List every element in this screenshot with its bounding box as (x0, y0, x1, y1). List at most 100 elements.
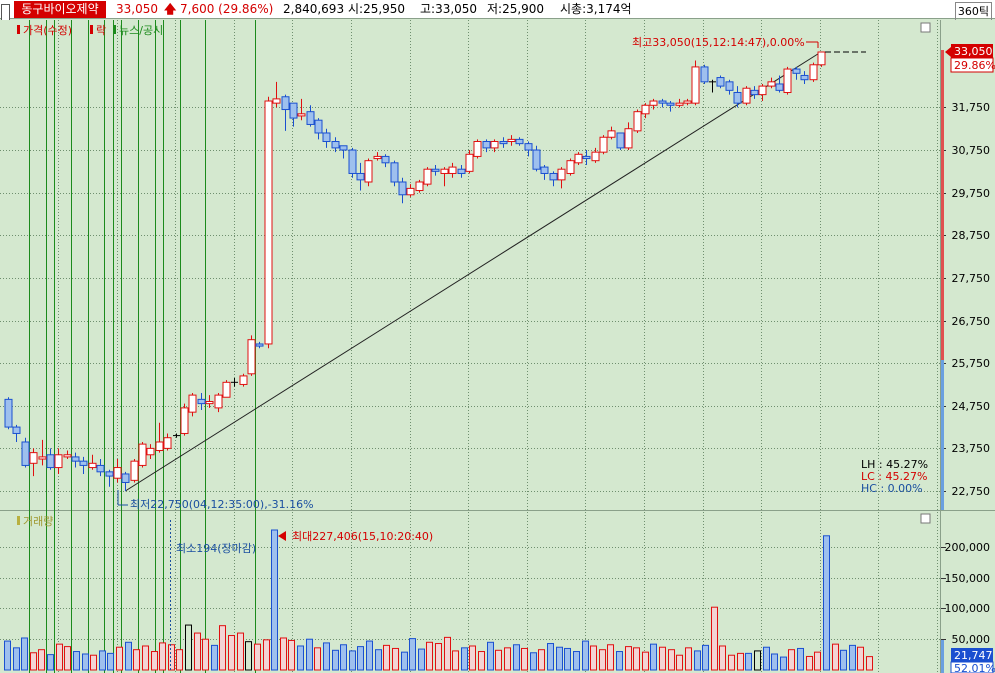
volume-bar (288, 639, 295, 671)
volume-bar (478, 651, 485, 671)
candle-body-down (549, 172, 558, 181)
candle-body-up (767, 81, 776, 87)
price-tag (951, 44, 993, 58)
volume-bar (116, 646, 123, 671)
high-price: 고:33,050 (420, 2, 478, 16)
candle-body-down (499, 141, 508, 145)
volume-bar (788, 649, 795, 671)
volume-bar (573, 651, 580, 671)
volume-bar (202, 638, 209, 671)
candle-body-down (79, 460, 88, 466)
candle-body-down (12, 426, 21, 434)
candle-body-up (624, 128, 633, 149)
candle-body-down (390, 162, 399, 183)
candle-body-down (255, 343, 264, 347)
candle-body-down (322, 132, 331, 143)
volume-bar (582, 640, 589, 671)
candle-body-down (616, 132, 625, 149)
candle-body-down (339, 145, 348, 151)
price-tick-label: 25,750 (952, 357, 991, 370)
volume-bar (219, 625, 226, 671)
candle-body-down (4, 398, 13, 428)
volume-bar (685, 647, 692, 671)
candle-body-down (700, 66, 709, 83)
volume-bar (271, 529, 278, 671)
price-tick-label: 23,750 (952, 442, 991, 455)
volume-bar (633, 647, 640, 671)
candle-body-down (716, 77, 725, 87)
candle-body-up (415, 181, 424, 192)
candle-body-up (742, 87, 751, 104)
candle-body-down (582, 155, 591, 160)
volume-bar (38, 649, 45, 671)
candle-body-down (121, 473, 130, 483)
volume-bar (780, 656, 787, 671)
volume-panel-close-icon[interactable] (920, 513, 931, 524)
candle-body-down (96, 464, 105, 473)
low-price: 저:25,900 (487, 2, 545, 16)
vol-tag (951, 648, 993, 662)
volume-bar (13, 647, 20, 671)
volume-bar (521, 647, 528, 671)
volume-bar (168, 644, 175, 671)
candle-body-up (29, 452, 38, 464)
candle-body-up (188, 394, 197, 413)
volume-bar (263, 639, 270, 671)
volume-bar (530, 652, 537, 671)
candle-body-down (71, 456, 80, 462)
candle-body-up (38, 456, 47, 460)
candle-body-up (264, 100, 273, 345)
stock-name[interactable]: 동구바이오제약 (14, 1, 106, 18)
volume-tick-label: 150,000 (945, 572, 991, 585)
volume-bar (409, 638, 416, 671)
volume-bar (107, 652, 114, 671)
volume-bar (90, 654, 97, 671)
price-axis: 31,750 30,750 29,750 28,750 27,750 26,750 25,7… (941, 101, 990, 498)
price-panel-close-icon[interactable] (920, 22, 931, 33)
price-tag-label: 33,050 (954, 45, 993, 58)
candle-body-down (524, 143, 533, 151)
candle-body-down (532, 149, 541, 170)
axis-down-bar (941, 360, 944, 510)
vol-max-annotation: 최대227,406(15,10:20:40) (292, 530, 433, 543)
candle-body-up (649, 100, 658, 106)
volume-bar (366, 640, 373, 671)
volume-bar (142, 645, 149, 671)
candle-body-up (507, 138, 516, 143)
candle-body-up (675, 102, 684, 106)
candle-body-up (574, 153, 583, 164)
volume-bar (866, 656, 873, 671)
candle-body-down (306, 111, 315, 125)
volume-bar (487, 641, 494, 671)
candle-body-up (557, 168, 566, 181)
volume-bar (297, 645, 304, 671)
candle-body-up (817, 51, 826, 66)
candle-body-up (599, 136, 608, 153)
candle-body-down (381, 155, 390, 164)
volume-bar (806, 655, 813, 671)
volume-bar (444, 636, 451, 671)
volume-tick-label: 200,000 (945, 541, 991, 554)
max-annotation: 최고33,050(15,12:14:47),0.00% (632, 36, 805, 49)
volume-bar (763, 646, 770, 671)
volume-bar (840, 649, 847, 671)
price-panel[interactable] (0, 20, 940, 510)
pct-tag-label: 29.86% (954, 59, 995, 72)
price-tag-arrow-icon (945, 47, 951, 57)
volume-bar (607, 644, 614, 671)
price-tick-label: 31,750 (952, 101, 991, 114)
candle-body-down (331, 141, 340, 149)
volume-tick-label: 100,000 (945, 602, 991, 615)
volume-bar (849, 644, 856, 671)
candle-body-up (691, 66, 700, 104)
candle-body-up (490, 141, 499, 149)
volume-axis: 200,000 150,000 100,000 50,000 (941, 541, 990, 646)
price-tick-label: 22,750 (952, 485, 991, 498)
volume-tick-label: 50,000 (952, 633, 991, 646)
candle-body-up (465, 153, 474, 172)
candle-body-up (130, 460, 139, 481)
candle-body-up (641, 104, 650, 115)
volume-bar (194, 632, 201, 671)
